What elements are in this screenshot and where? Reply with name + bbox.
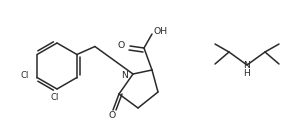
Text: OH: OH (154, 26, 168, 35)
Text: N: N (243, 60, 250, 70)
Text: N: N (121, 71, 128, 79)
Text: Cl: Cl (51, 94, 59, 103)
Text: Cl: Cl (21, 71, 29, 80)
Text: O: O (118, 42, 125, 51)
Text: O: O (108, 112, 116, 120)
Text: H: H (243, 70, 250, 79)
